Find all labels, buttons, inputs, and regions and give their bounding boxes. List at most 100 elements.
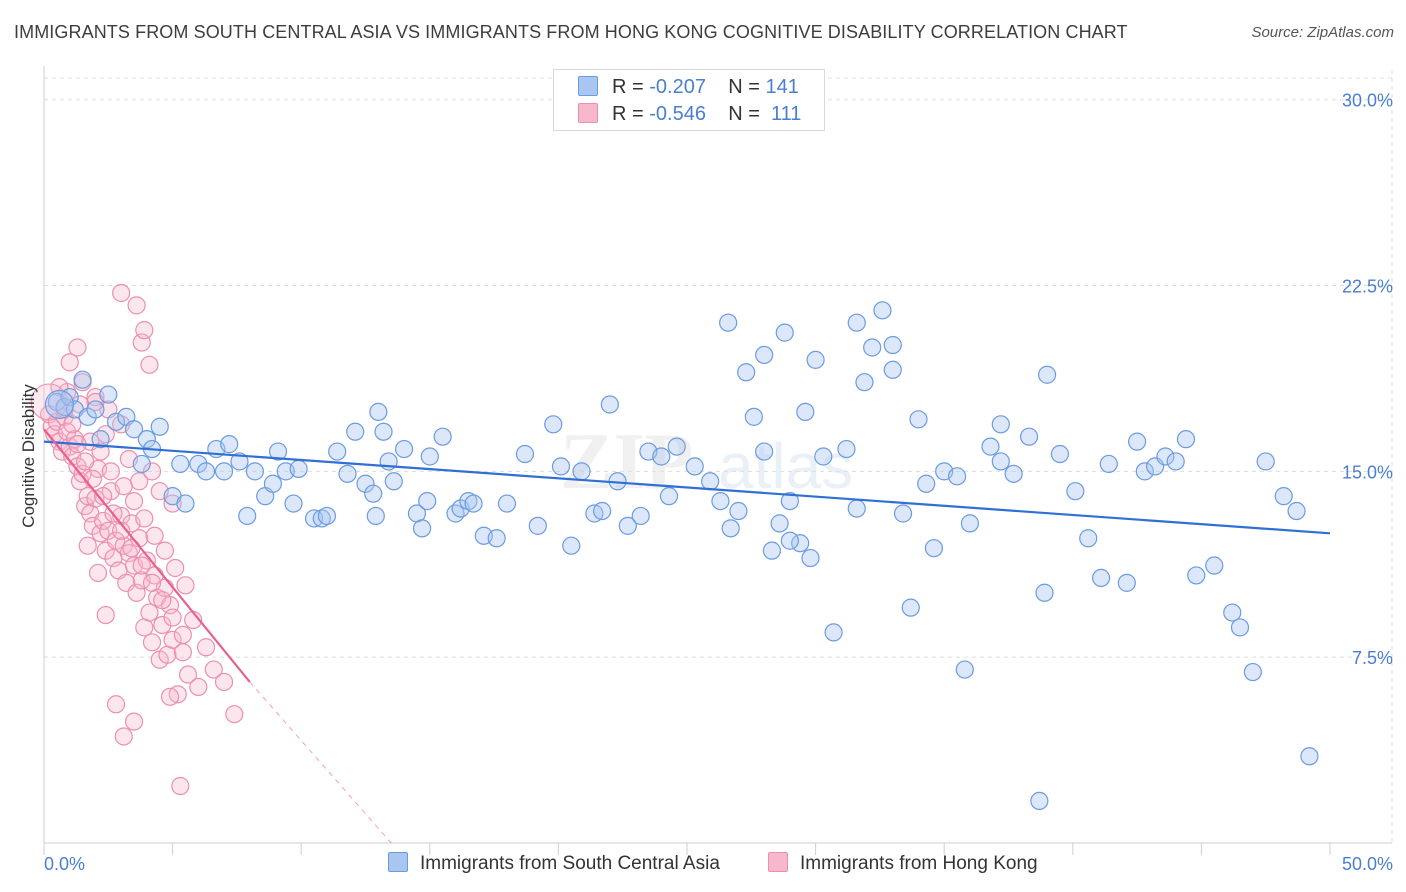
data-point-south-central-asia: [369, 402, 388, 422]
y-tick-label: 22.5%: [1342, 277, 1393, 297]
data-point-south-central-asia: [719, 313, 738, 332]
data-point-south-central-asia: [1187, 566, 1206, 585]
data-point-hong-kong: [127, 296, 146, 315]
bottom-legend-item-hong-kong: Immigrants from Hong Kong: [768, 852, 1038, 875]
grid-lines: [44, 70, 1393, 843]
y-tick-label: 30.0%: [1342, 91, 1393, 111]
data-point-hong-kong: [163, 494, 182, 513]
data-point-south-central-asia: [947, 467, 967, 486]
data-point-south-central-asia: [1035, 583, 1054, 602]
data-point-hong-kong: [106, 695, 126, 714]
data-point-hong-kong: [83, 469, 102, 488]
x-tick-label-left: 0.0%: [44, 854, 85, 874]
data-point-hong-kong: [114, 477, 133, 496]
data-point-south-central-asia: [1030, 791, 1049, 810]
legend-r-value-blue: -0.207: [649, 76, 706, 98]
data-point-hong-kong: [135, 321, 154, 340]
legend-n-value-pink: 111: [771, 103, 802, 125]
data-point-hong-kong: [163, 630, 182, 649]
data-point-south-central-asia: [593, 501, 612, 521]
bottom-legend-swatch-blue: [388, 852, 408, 872]
data-point-south-central-asia: [991, 452, 1010, 471]
data-point-hong-kong: [145, 526, 164, 545]
data-point-south-central-asia: [137, 430, 156, 449]
data-point-hong-kong: [114, 727, 133, 746]
data-point-south-central-asia: [317, 506, 337, 526]
data-point-hong-kong: [88, 563, 108, 583]
data-point-hong-kong: [132, 556, 151, 575]
data-point-south-central-asia: [762, 541, 781, 560]
legend-n-label: N =: [728, 76, 760, 98]
data-point-south-central-asia: [196, 462, 216, 481]
x-tick-label-right: 50.0%: [1342, 854, 1393, 874]
data-point-south-central-asia: [78, 407, 97, 426]
data-point-south-central-asia: [1243, 662, 1262, 682]
data-point-south-central-asia: [618, 516, 637, 535]
data-point-hong-kong: [124, 491, 144, 511]
data-point-south-central-asia: [755, 345, 774, 365]
trend-line-hong-kong-extension: [249, 681, 392, 844]
trend-lines: [43, 428, 1331, 844]
tick-labels: 7.5% 15.0% 22.5% 30.0% 0.0% 50.0%: [44, 91, 1393, 874]
data-point-south-central-asia: [806, 350, 825, 369]
data-point-south-central-asia: [1256, 452, 1275, 471]
data-point-south-central-asia: [412, 519, 432, 538]
data-point-south-central-asia: [955, 660, 974, 679]
data-point-south-central-asia: [1099, 454, 1118, 474]
data-point-south-central-asia: [124, 420, 144, 439]
data-point-hong-kong: [173, 625, 192, 644]
data-point-hong-kong: [76, 452, 95, 471]
data-point-south-central-asia: [981, 437, 1000, 456]
data-point-south-central-asia: [73, 370, 92, 389]
data-point-south-central-asia: [551, 457, 571, 476]
data-point-hong-kong: [204, 660, 223, 679]
data-point-south-central-asia: [659, 487, 679, 506]
data-point-south-central-asia: [1135, 462, 1154, 481]
bottom-legend-label-blue: Immigrants from South Central Asia: [420, 853, 720, 874]
data-point-south-central-asia: [796, 402, 815, 422]
legend: R = -0.207 N = 141 R = -0.546 N = 111: [553, 69, 825, 131]
data-point-south-central-asia: [631, 506, 650, 526]
data-point-south-central-asia: [847, 313, 866, 332]
data-point-south-central-asia: [572, 462, 591, 481]
data-point-south-central-asia: [780, 491, 799, 511]
data-point-south-central-asia: [1066, 482, 1085, 501]
data-point-hong-kong: [163, 608, 182, 627]
data-point-south-central-asia: [497, 494, 517, 513]
data-point-south-central-asia: [652, 447, 671, 466]
y-axis-label: Cognitive Disability: [19, 384, 38, 528]
data-point-south-central-asia: [374, 422, 393, 441]
data-point-south-central-asia: [544, 415, 563, 434]
data-point-south-central-asia: [873, 301, 892, 320]
data-point-south-central-asia: [711, 491, 730, 511]
data-point-hong-kong: [153, 591, 172, 610]
data-point-south-central-asia: [1019, 427, 1039, 446]
trend-line-south-central-asia: [43, 440, 1331, 535]
legend-row-pink: R = -0.546 N = 111: [578, 103, 801, 126]
data-point-hong-kong: [214, 672, 234, 692]
legend-row-blue: R = -0.207 N = 141: [578, 76, 799, 99]
data-point-south-central-asia: [364, 484, 383, 503]
data-point-hong-kong: [96, 425, 115, 444]
data-point-hong-kong: [171, 776, 190, 796]
data-point-south-central-asia: [150, 417, 169, 436]
data-point-south-central-asia: [814, 447, 833, 466]
legend-r-label: R =: [612, 103, 644, 125]
data-point-hong-kong: [140, 355, 159, 374]
data-point-hong-kong: [91, 442, 110, 461]
data-point-south-central-asia: [487, 529, 506, 548]
data-point-south-central-asia: [837, 439, 856, 459]
data-point-south-central-asia: [775, 323, 794, 342]
data-point-hong-kong: [173, 643, 192, 662]
data-point-south-central-asia: [924, 539, 944, 558]
data-point-south-central-asia: [729, 501, 748, 521]
data-point-south-central-asia: [755, 442, 774, 461]
source-label: Source: ZipAtlas.com: [1251, 24, 1394, 41]
axes: [43, 66, 1392, 855]
data-point-south-central-asia: [528, 516, 547, 535]
data-point-south-central-asia: [1004, 464, 1023, 483]
bottom-legend-item-south-central-asia: Immigrants from South Central Asia: [388, 852, 720, 875]
data-point-hong-kong: [196, 638, 216, 657]
series-hong-kong-points: [30, 283, 244, 796]
data-point-south-central-asia: [863, 338, 882, 357]
